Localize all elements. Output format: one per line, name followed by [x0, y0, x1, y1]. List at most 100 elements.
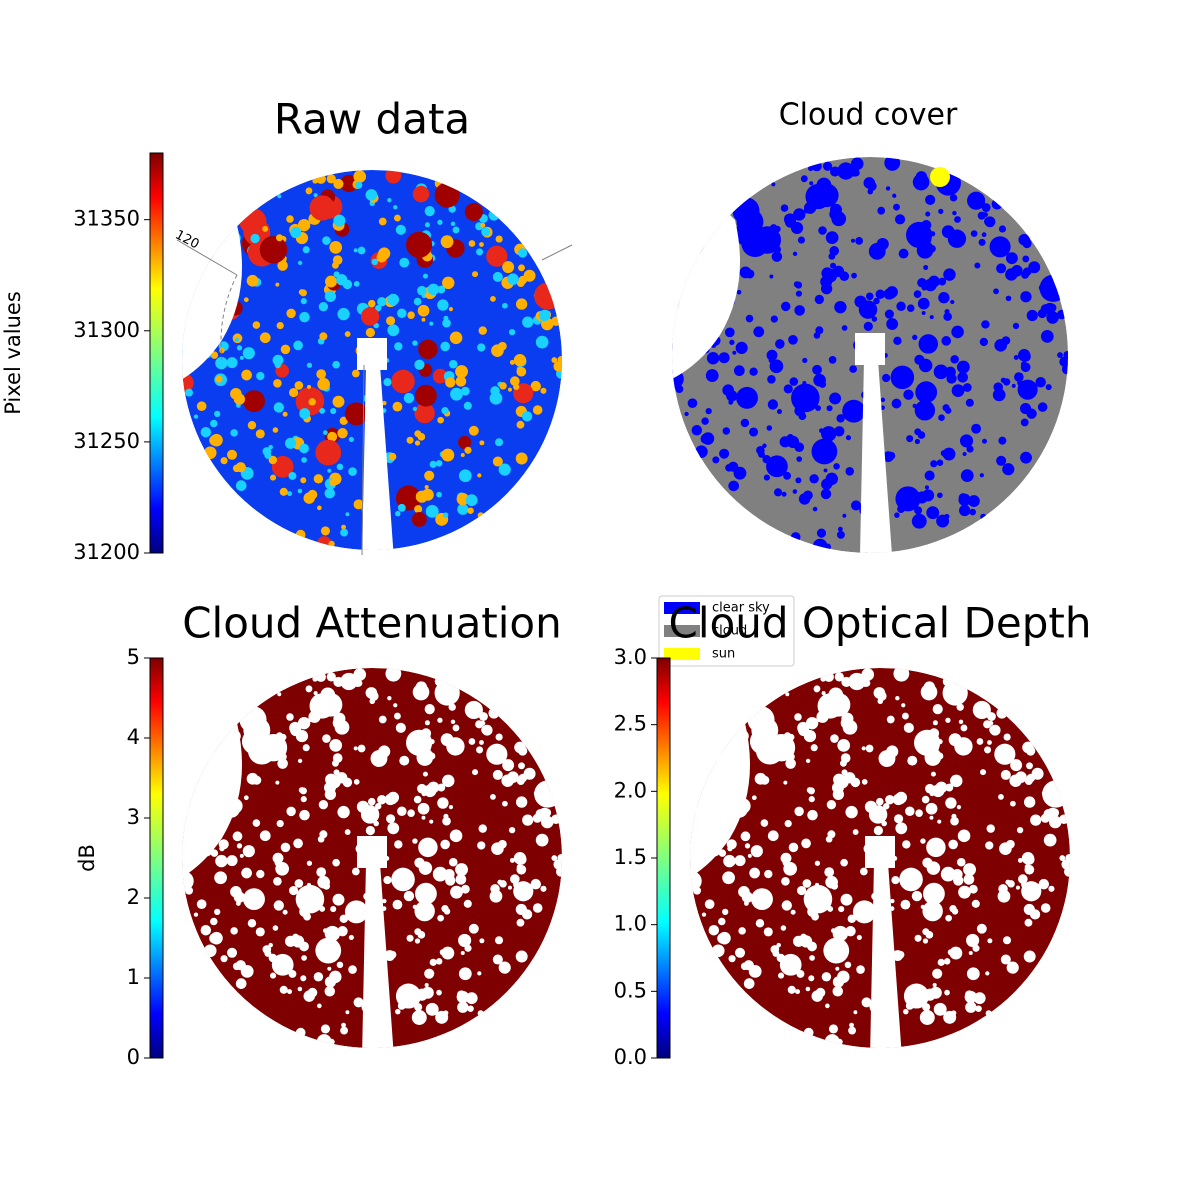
blob	[1059, 356, 1068, 367]
blob	[557, 356, 562, 364]
blob	[418, 837, 438, 858]
blob	[718, 931, 731, 945]
blob	[937, 958, 945, 966]
blob	[479, 440, 485, 446]
blob	[905, 806, 915, 817]
blob	[472, 271, 479, 278]
blob	[468, 425, 479, 436]
blob	[769, 274, 774, 279]
blob	[492, 271, 503, 282]
blob	[809, 955, 815, 961]
blob	[397, 806, 407, 817]
blob	[445, 377, 456, 388]
blob	[734, 855, 746, 867]
blob	[412, 340, 418, 346]
blob	[333, 676, 344, 687]
panel-title: Cloud Attenuation	[182, 599, 562, 648]
blob	[776, 953, 786, 963]
blob	[736, 208, 764, 236]
blob	[751, 888, 773, 911]
blob	[946, 373, 957, 384]
blob	[1046, 807, 1059, 820]
blob	[443, 512, 449, 518]
blob	[795, 290, 802, 297]
blob	[371, 258, 379, 266]
blob	[727, 845, 733, 852]
blob	[465, 494, 478, 507]
blob	[825, 231, 839, 244]
blob	[329, 241, 343, 254]
blob	[365, 687, 378, 699]
blob	[344, 331, 351, 337]
blob	[743, 978, 755, 989]
blob	[1003, 733, 1011, 741]
blob	[241, 867, 252, 879]
blob	[534, 780, 562, 808]
blob	[348, 467, 357, 476]
blob	[378, 217, 387, 226]
blob	[932, 982, 937, 988]
blob	[793, 935, 805, 947]
blob	[788, 334, 798, 345]
blob	[472, 769, 479, 776]
blob	[351, 867, 360, 876]
blob	[800, 175, 808, 183]
blob	[783, 384, 793, 394]
blob	[742, 835, 748, 841]
blob	[919, 1010, 935, 1025]
blob	[406, 934, 414, 942]
blob	[1001, 336, 1011, 345]
blob	[365, 327, 376, 338]
blob	[344, 402, 368, 426]
blob	[943, 958, 951, 965]
blob	[464, 700, 483, 720]
blob	[938, 208, 944, 215]
blob	[353, 170, 367, 183]
blob	[456, 492, 469, 506]
blob	[429, 460, 437, 468]
blob	[214, 908, 221, 916]
blob	[516, 864, 527, 875]
tick-label: 1	[127, 965, 140, 989]
blob	[367, 299, 376, 308]
blob	[943, 268, 956, 281]
blob	[392, 899, 403, 910]
blob	[490, 388, 495, 393]
blob	[798, 493, 811, 505]
blob	[275, 780, 280, 785]
blob	[435, 460, 443, 467]
sky-image	[690, 668, 1070, 1048]
blob	[895, 822, 908, 835]
blob	[329, 478, 338, 487]
blob	[557, 854, 562, 862]
legend-swatch	[664, 648, 700, 660]
blob	[443, 1010, 449, 1016]
blob	[1007, 880, 1015, 888]
blob	[386, 814, 396, 824]
blob	[739, 266, 752, 279]
blob	[918, 334, 938, 354]
blob	[243, 218, 271, 246]
blob	[326, 174, 336, 184]
annotation: 120	[173, 228, 202, 253]
blob	[981, 320, 990, 329]
blob	[233, 393, 246, 405]
blob	[417, 285, 427, 296]
blob	[733, 365, 745, 377]
blob	[448, 359, 458, 369]
blob	[255, 429, 265, 439]
tick-label: 2	[127, 885, 140, 909]
blob	[499, 880, 507, 888]
blob	[295, 529, 306, 540]
blob	[316, 369, 327, 380]
blob	[272, 354, 284, 366]
blob	[813, 685, 821, 693]
mask	[362, 365, 394, 550]
blob	[516, 420, 525, 429]
blob	[1038, 878, 1050, 890]
blob	[1025, 746, 1036, 756]
blob	[802, 879, 812, 888]
blob	[905, 221, 933, 248]
blob	[407, 809, 415, 817]
blob	[781, 900, 792, 911]
